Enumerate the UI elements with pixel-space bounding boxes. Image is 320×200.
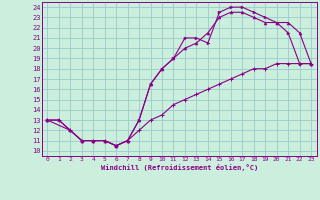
X-axis label: Windchill (Refroidissement éolien,°C): Windchill (Refroidissement éolien,°C) — [100, 164, 258, 171]
